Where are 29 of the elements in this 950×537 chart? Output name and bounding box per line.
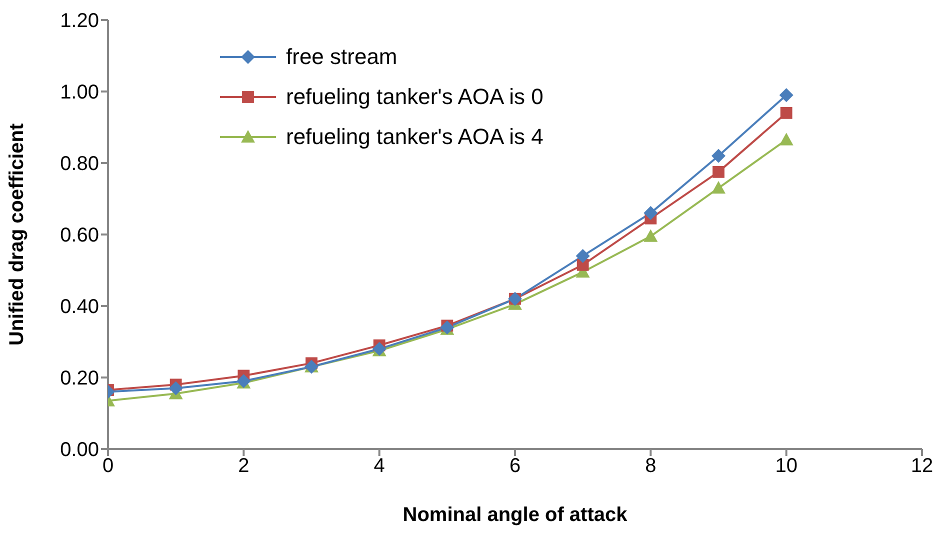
y-tick-label: 0.60 (60, 224, 99, 247)
x-tick-label: 6 (509, 455, 521, 478)
x-tick-label: 12 (910, 455, 934, 478)
x-tick-label: 4 (374, 455, 385, 478)
x-tick-label: 10 (775, 455, 798, 478)
point (780, 107, 792, 119)
y-tick-label: 1.20 (60, 10, 99, 32)
point (779, 132, 794, 146)
point (712, 148, 726, 163)
point (168, 381, 183, 396)
point (644, 206, 658, 220)
y-tick-label: 1.00 (60, 82, 99, 104)
point (712, 166, 724, 178)
y-tick-label: 0.80 (60, 153, 99, 176)
x-tick-label: 2 (238, 455, 250, 478)
y-tick-label: 0.00 (60, 439, 99, 462)
point (779, 88, 794, 102)
point (576, 248, 590, 263)
y-axis-title: Unified drag coefficient (6, 123, 28, 346)
legend-label: free stream (286, 44, 398, 70)
legend-label: refueling tanker's AOA is 4 (286, 124, 544, 150)
y-tick-label: 0.20 (60, 368, 99, 390)
y-tick-label: 0.40 (60, 296, 99, 318)
point (644, 229, 658, 242)
legend-label: refueling tanker's AOA is 0 (286, 84, 544, 110)
x-tick-label: 0 (102, 455, 114, 478)
point (712, 181, 726, 194)
x-axis-title: Nominal angle of attack (402, 504, 628, 526)
x-tick-label: 8 (645, 455, 656, 478)
